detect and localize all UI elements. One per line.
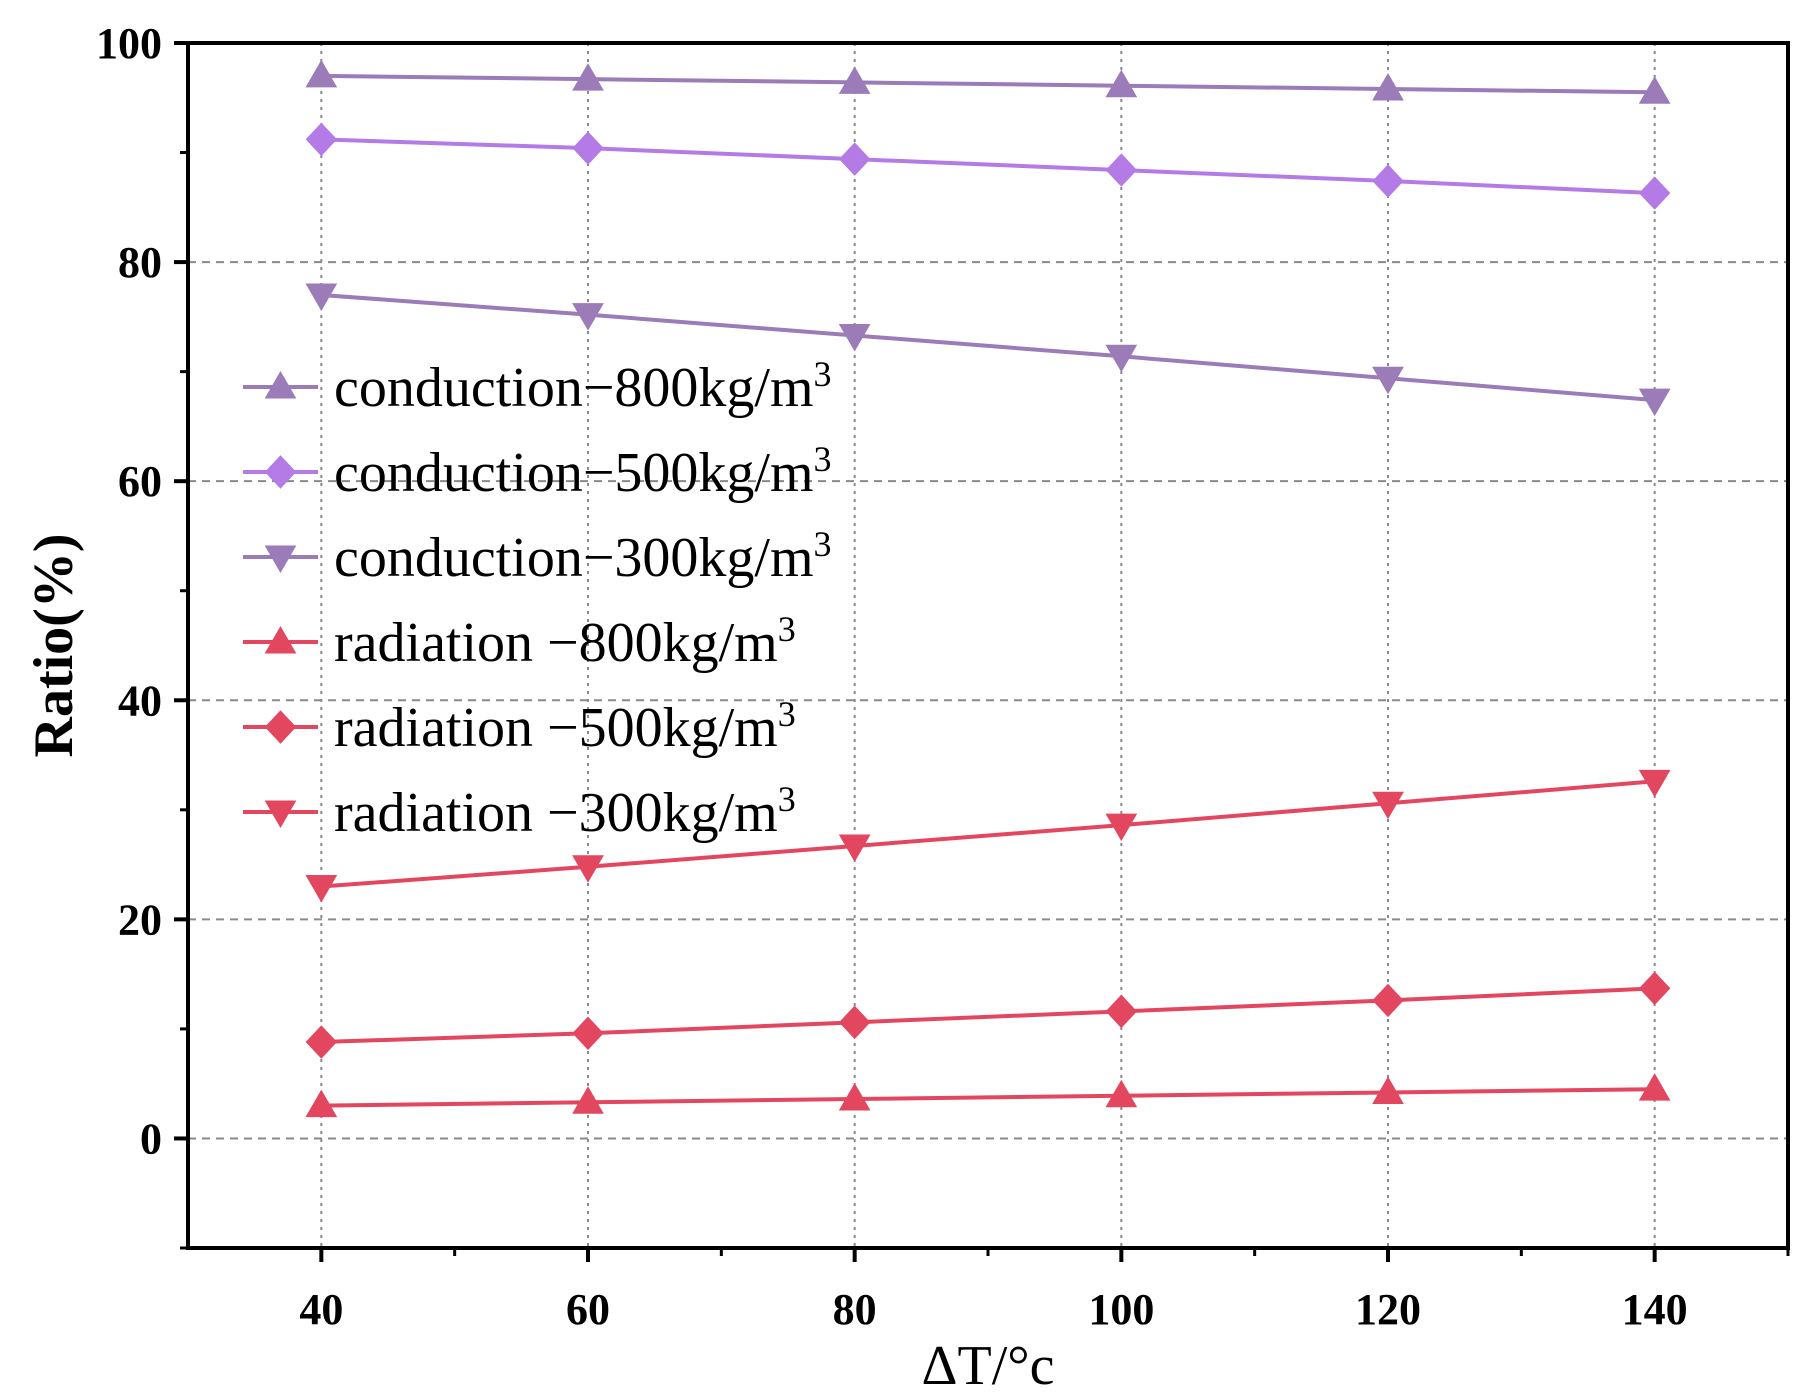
data-point — [1105, 344, 1138, 373]
x-axis-title: ΔT/°c — [921, 1335, 1054, 1397]
y-tick-label: 40 — [118, 676, 162, 725]
data-point — [572, 131, 604, 165]
legend-swatch-marker — [264, 800, 297, 829]
legend-label: conduction−500kg/m3 — [334, 439, 832, 504]
data-point — [1372, 791, 1404, 820]
series-layer — [305, 59, 1671, 1118]
data-point — [305, 1089, 338, 1118]
axis-ticks: 40 60 80 100 120 140 0 20 40 60 80 100 — [96, 19, 1790, 1334]
data-point — [1105, 994, 1138, 1029]
x-tick-label: 80 — [833, 1285, 877, 1334]
legend-item: radiation −800kg/m3 — [243, 609, 796, 674]
legend-label: radiation −500kg/m3 — [334, 694, 796, 759]
legend-swatch-marker — [264, 370, 297, 399]
data-point — [1638, 971, 1671, 1006]
series-line — [321, 779, 1655, 889]
x-tick-label: 60 — [566, 1285, 610, 1334]
legend-item: radiation −300kg/m3 — [243, 779, 796, 844]
legend-label: conduction−800kg/m3 — [334, 354, 832, 419]
series-5 — [305, 971, 1671, 1059]
data-point — [1638, 1073, 1671, 1101]
data-point — [1372, 1076, 1404, 1104]
x-tick-label: 40 — [299, 1285, 343, 1334]
legend-item: conduction−800kg/m3 — [243, 354, 832, 419]
y-tick-label: 80 — [118, 238, 162, 287]
data-point — [1105, 813, 1138, 842]
legend-superscript: 3 — [778, 609, 796, 649]
data-point — [1105, 153, 1138, 187]
data-point — [1638, 76, 1671, 104]
legend-label: radiation −800kg/m3 — [334, 609, 796, 674]
data-point — [838, 1083, 871, 1111]
legend-item: conduction−500kg/m3 — [243, 439, 832, 504]
data-point — [305, 283, 338, 311]
x-tick-label: 120 — [1355, 1285, 1421, 1334]
data-point — [572, 1016, 604, 1051]
data-point — [1638, 769, 1671, 798]
data-point — [1638, 388, 1671, 417]
series-line — [321, 292, 1655, 403]
data-point — [1372, 983, 1404, 1018]
data-point — [572, 63, 604, 91]
data-point — [838, 142, 871, 176]
legend-superscript: 3 — [814, 354, 832, 394]
series-4 — [305, 1073, 1671, 1118]
data-point — [838, 1005, 871, 1040]
series-line — [321, 986, 1655, 1045]
series-line — [321, 1087, 1655, 1108]
series-3 — [305, 283, 1671, 417]
data-point — [838, 834, 871, 862]
legend-swatch-marker — [264, 625, 297, 654]
data-point — [305, 875, 338, 903]
x-tick-label: 100 — [1088, 1285, 1154, 1334]
data-point — [305, 1025, 338, 1059]
series-2 — [305, 122, 1671, 210]
data-point — [1372, 73, 1404, 101]
data-point — [572, 1086, 604, 1114]
legend-superscript: 3 — [814, 439, 832, 479]
legend-superscript: 3 — [778, 694, 796, 734]
legend-superscript: 3 — [814, 524, 832, 564]
y-tick-label: 60 — [118, 457, 162, 506]
y-tick-label: 20 — [118, 895, 162, 944]
data-point — [838, 66, 871, 94]
data-point — [1105, 69, 1138, 98]
legend-superscript: 3 — [778, 779, 796, 819]
legend-swatch-marker — [264, 455, 297, 489]
data-point — [1372, 164, 1404, 198]
series-1 — [305, 59, 1671, 104]
data-point — [1105, 1079, 1138, 1108]
data-point — [1638, 176, 1671, 210]
data-point — [572, 855, 604, 883]
y-tick-label: 100 — [96, 19, 162, 68]
legend: conduction−800kg/m3 conduction−500kg/m3 co… — [243, 354, 832, 844]
series-6 — [305, 769, 1671, 903]
legend-item: radiation −500kg/m3 — [243, 694, 796, 759]
data-point — [838, 323, 871, 352]
y-axis-title: Ratio(%) — [23, 534, 85, 758]
series-line — [321, 73, 1655, 95]
data-point — [305, 59, 338, 88]
data-point — [305, 122, 338, 157]
series-line — [321, 137, 1655, 196]
legend-label: conduction−300kg/m3 — [334, 524, 832, 589]
data-point — [572, 303, 604, 331]
legend-item: conduction−300kg/m3 — [243, 524, 832, 589]
data-point — [1372, 366, 1404, 395]
y-tick-label: 0 — [140, 1114, 162, 1163]
legend-swatch-marker — [264, 545, 297, 574]
legend-swatch-marker — [264, 710, 297, 744]
legend-label: radiation −300kg/m3 — [334, 779, 796, 844]
x-tick-label: 140 — [1622, 1285, 1688, 1334]
